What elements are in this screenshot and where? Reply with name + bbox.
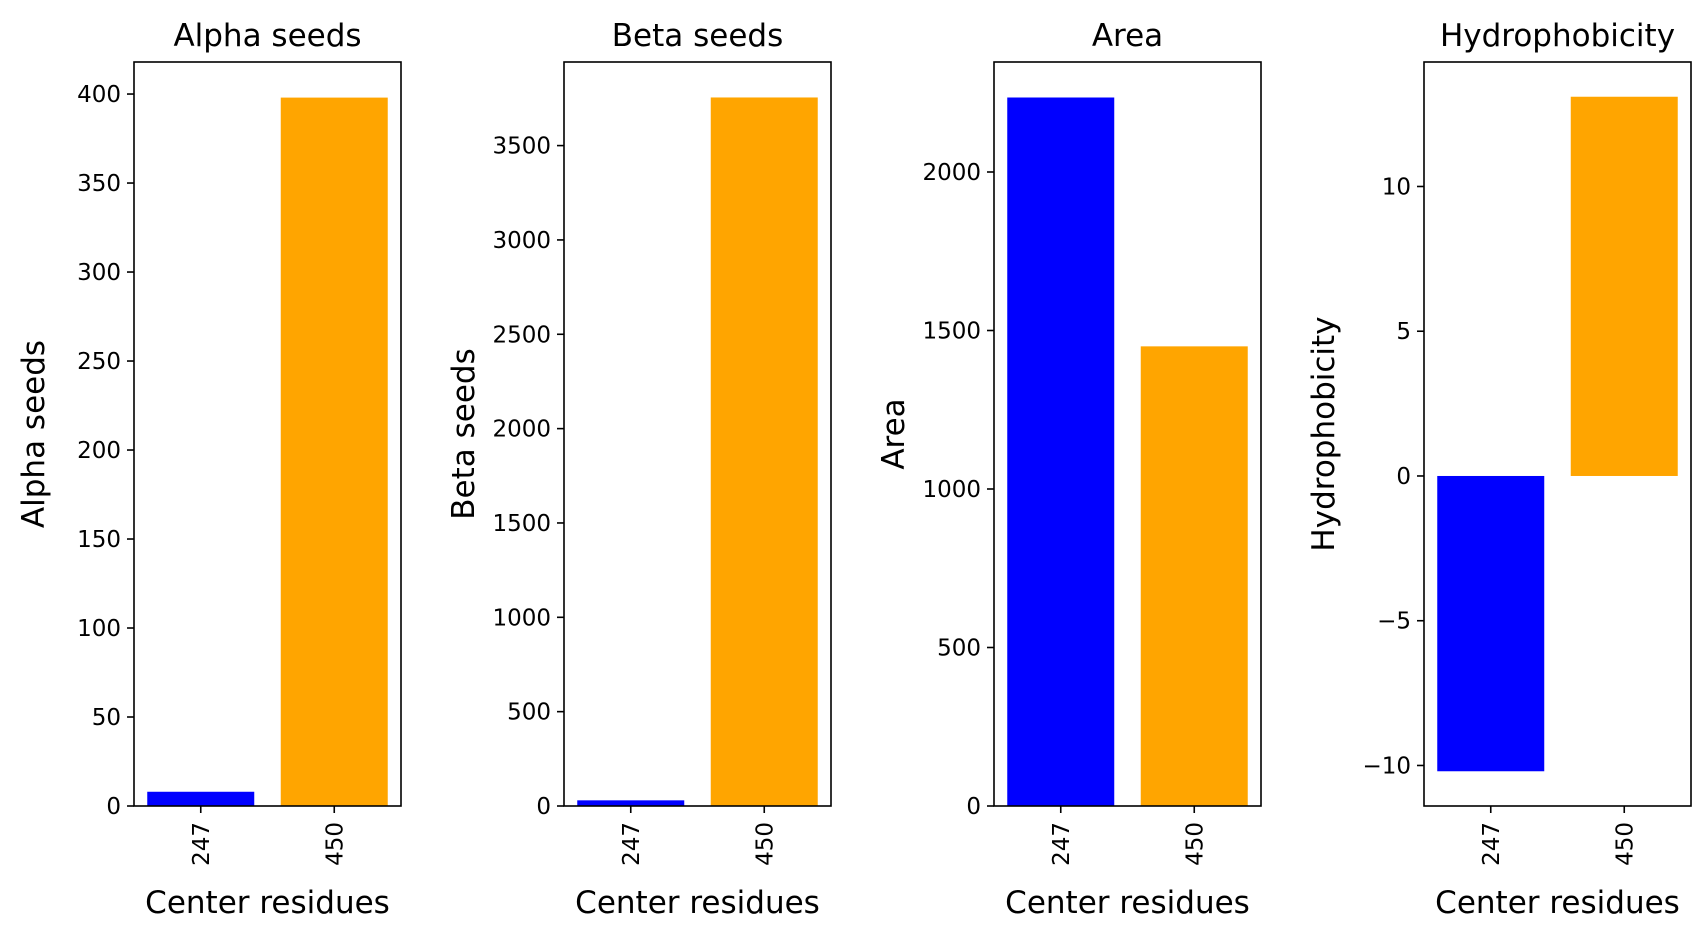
y-axis-label: Alpha seeds	[16, 340, 52, 528]
x-axis-label: Center residues	[575, 885, 820, 921]
bar-450	[1570, 96, 1678, 476]
y-tick-label: 500	[937, 635, 981, 661]
y-tick-label: 200	[77, 438, 121, 464]
x-tick-label: 247	[189, 822, 215, 866]
chart-panel-2: 0 500 1000 1500 2000 2500 3000 3500 247 450 Beta s…	[446, 18, 832, 921]
y-tick-label: 0	[106, 794, 121, 820]
y-tick-label: −5	[1377, 609, 1411, 635]
y-axis-label: Hydrophobicity	[1306, 316, 1342, 551]
x-tick-label: 450	[322, 822, 348, 866]
y-tick-label: 1500	[492, 511, 551, 537]
x-tick-label: 247	[1479, 822, 1505, 866]
y-axis-label: Beta seeds	[446, 348, 482, 519]
y-axis-label: Area	[876, 398, 912, 469]
x-axis-label: Center residues	[145, 885, 390, 921]
x-axis-label: Center residues	[1005, 885, 1250, 921]
y-tick-label: 300	[77, 260, 121, 286]
y-tick-label: 0	[536, 794, 551, 820]
y-tick-label: 5	[1396, 319, 1411, 345]
y-tick-label: 3500	[492, 134, 551, 160]
y-tick-label: 0	[1396, 464, 1411, 490]
chart-title: Beta seeds	[612, 18, 783, 54]
x-tick-label: 450	[752, 822, 778, 866]
y-tick-label: 3000	[492, 228, 551, 254]
y-tick-label: 2500	[492, 322, 551, 348]
x-axis-label: Center residues	[1435, 885, 1680, 921]
bar-247	[1007, 97, 1115, 807]
y-tick-label: 0	[966, 794, 981, 820]
y-tick-label: 1000	[922, 477, 981, 503]
chart-title: Alpha seeds	[173, 18, 361, 54]
x-tick-label: 450	[1612, 822, 1638, 866]
y-tick-label: 250	[77, 349, 121, 375]
chart-title: Area	[1092, 18, 1163, 54]
chart-panel-4: −10 −5 0 5 10 247 450 Hydrophobicity Center resi…	[1306, 18, 1692, 921]
y-tick-label: 150	[77, 527, 121, 553]
y-tick-label: 10	[1382, 174, 1411, 200]
x-tick-label: 247	[1049, 822, 1075, 866]
bar-247	[147, 791, 255, 806]
chart-panel-3: 0 500 1000 1500 2000 247 450 Area Center residue…	[876, 18, 1262, 921]
axes-frame	[133, 61, 402, 807]
y-tick-label: 50	[92, 705, 121, 731]
y-tick-label: 1500	[922, 318, 981, 344]
y-tick-label: 100	[77, 616, 121, 642]
y-tick-label: 400	[77, 82, 121, 108]
bar-450	[280, 97, 388, 806]
bar-247	[577, 800, 685, 806]
y-tick-label: 350	[77, 171, 121, 197]
bar-450	[710, 97, 818, 806]
y-tick-label: 2000	[922, 160, 981, 186]
bar-247	[1437, 475, 1545, 772]
chart-title: Hydrophobicity	[1440, 18, 1675, 54]
axes-frame	[1423, 61, 1692, 807]
axes-frame	[563, 61, 832, 807]
y-tick-label: 2000	[492, 417, 551, 443]
y-tick-label: −10	[1362, 753, 1411, 779]
y-tick-label: 1000	[492, 605, 551, 631]
x-tick-label: 247	[619, 822, 645, 866]
bar-450	[1140, 346, 1248, 806]
chart-panel-1: 0 50 100 150 200 250 300 350 400 247 450 Alpha seed…	[16, 18, 402, 921]
x-tick-label: 450	[1182, 822, 1208, 866]
y-tick-label: 500	[507, 700, 551, 726]
axes-frame	[993, 61, 1262, 807]
